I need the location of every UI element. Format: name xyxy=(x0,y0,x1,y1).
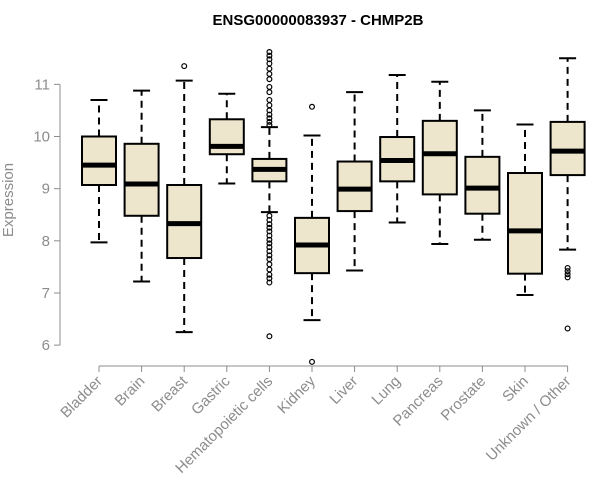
outlier-hematopoietic-cells-13 xyxy=(266,115,273,122)
outlier-unknown-other-1 xyxy=(564,268,571,275)
outlier-hematopoietic-cells-12 xyxy=(266,111,273,118)
box-series xyxy=(81,48,586,365)
y-tick-label-11: 11 xyxy=(34,76,50,93)
outlier-hematopoietic-cells-0 xyxy=(266,48,273,55)
outlier-kidney-0 xyxy=(309,103,316,110)
outlier-hematopoietic-cells-28 xyxy=(266,261,273,268)
y-tick-label-9: 9 xyxy=(42,181,50,198)
outlier-unknown-other-4 xyxy=(564,325,571,332)
y-tick-label-7: 7 xyxy=(42,285,50,302)
box-iqr-bladder xyxy=(81,135,117,187)
outlier-hematopoietic-cells-17 xyxy=(266,216,273,223)
outlier-hematopoietic-cells-4 xyxy=(266,65,273,72)
outlier-hematopoietic-cells-2 xyxy=(266,56,273,63)
y-tick-label-6: 6 xyxy=(42,337,50,354)
outlier-hematopoietic-cells-11 xyxy=(266,107,273,114)
outlier-hematopoietic-cells-24 xyxy=(266,244,273,251)
box-brain xyxy=(123,89,160,283)
y-tick-label-10: 10 xyxy=(33,128,50,145)
box-lung xyxy=(379,73,416,224)
box-pancreas xyxy=(421,80,458,245)
outlier-breast-0 xyxy=(181,63,188,70)
x-tick-label-kidney: Kidney xyxy=(274,372,319,417)
outlier-unknown-other-2 xyxy=(564,271,571,278)
y-axis: 6 7 8 9 10 11 xyxy=(33,76,61,354)
box-skin xyxy=(507,123,543,297)
outlier-hematopoietic-cells-8 xyxy=(266,89,273,96)
x-tick-label-bladder: Bladder xyxy=(57,373,106,422)
outlier-hematopoietic-cells-1 xyxy=(266,52,273,59)
outlier-hematopoietic-cells-20 xyxy=(266,228,273,235)
x-tick-label-brain: Brain xyxy=(112,373,149,410)
box-iqr-prostate xyxy=(464,155,501,215)
box-iqr-gastric xyxy=(208,118,245,156)
box-breast xyxy=(166,63,203,334)
x-tick-label-liver: Liver xyxy=(326,373,361,408)
outlier-hematopoietic-cells-22 xyxy=(266,236,273,243)
outlier-hematopoietic-cells-18 xyxy=(266,221,273,228)
box-unknown-other xyxy=(549,57,586,332)
outlier-hematopoietic-cells-25 xyxy=(266,248,273,255)
outlier-unknown-other-0 xyxy=(564,264,571,271)
outlier-hematopoietic-cells-32 xyxy=(266,279,273,286)
outlier-hematopoietic-cells-15 xyxy=(266,122,273,129)
outlier-hematopoietic-cells-5 xyxy=(266,70,273,77)
x-tick-label-prostate: Prostate xyxy=(438,373,490,425)
outlier-hematopoietic-cells-6 xyxy=(266,76,273,83)
box-iqr-unknown-other xyxy=(549,120,586,177)
outlier-hematopoietic-cells-23 xyxy=(266,240,273,247)
outlier-hematopoietic-cells-16 xyxy=(266,212,273,219)
outlier-unknown-other-3 xyxy=(564,274,571,281)
box-hematopoietic-cells xyxy=(251,48,288,340)
outlier-hematopoietic-cells-19 xyxy=(266,224,273,231)
box-liver xyxy=(336,91,373,272)
x-tick-label-skin: Skin xyxy=(499,373,532,406)
outlier-hematopoietic-cells-7 xyxy=(266,83,273,90)
x-tick-label-breast: Breast xyxy=(148,372,191,415)
outlier-hematopoietic-cells-30 xyxy=(266,271,273,278)
outlier-hematopoietic-cells-14 xyxy=(266,118,273,125)
box-iqr-pancreas xyxy=(421,119,458,196)
outlier-hematopoietic-cells-29 xyxy=(266,266,273,273)
outlier-hematopoietic-cells-10 xyxy=(266,102,273,109)
box-prostate xyxy=(464,109,501,241)
outlier-hematopoietic-cells-21 xyxy=(266,232,273,239)
box-iqr-liver xyxy=(336,160,373,213)
box-gastric xyxy=(208,92,245,185)
outlier-kidney-1 xyxy=(309,358,316,365)
y-tick-label-8: 8 xyxy=(42,233,50,250)
box-kidney xyxy=(294,103,330,365)
box-iqr-skin xyxy=(507,172,543,275)
chart-title: ENSG00000083937 - CHMP2B xyxy=(213,12,424,29)
box-iqr-brain xyxy=(123,142,160,217)
outlier-hematopoietic-cells-26 xyxy=(266,252,273,259)
outlier-hematopoietic-cells-9 xyxy=(266,96,273,103)
y-axis-label: Expression xyxy=(0,163,17,237)
box-bladder xyxy=(81,98,117,244)
x-tick-label-lung: Lung xyxy=(368,373,404,409)
outlier-hematopoietic-cells-33 xyxy=(266,333,273,340)
outlier-hematopoietic-cells-31 xyxy=(266,275,273,282)
